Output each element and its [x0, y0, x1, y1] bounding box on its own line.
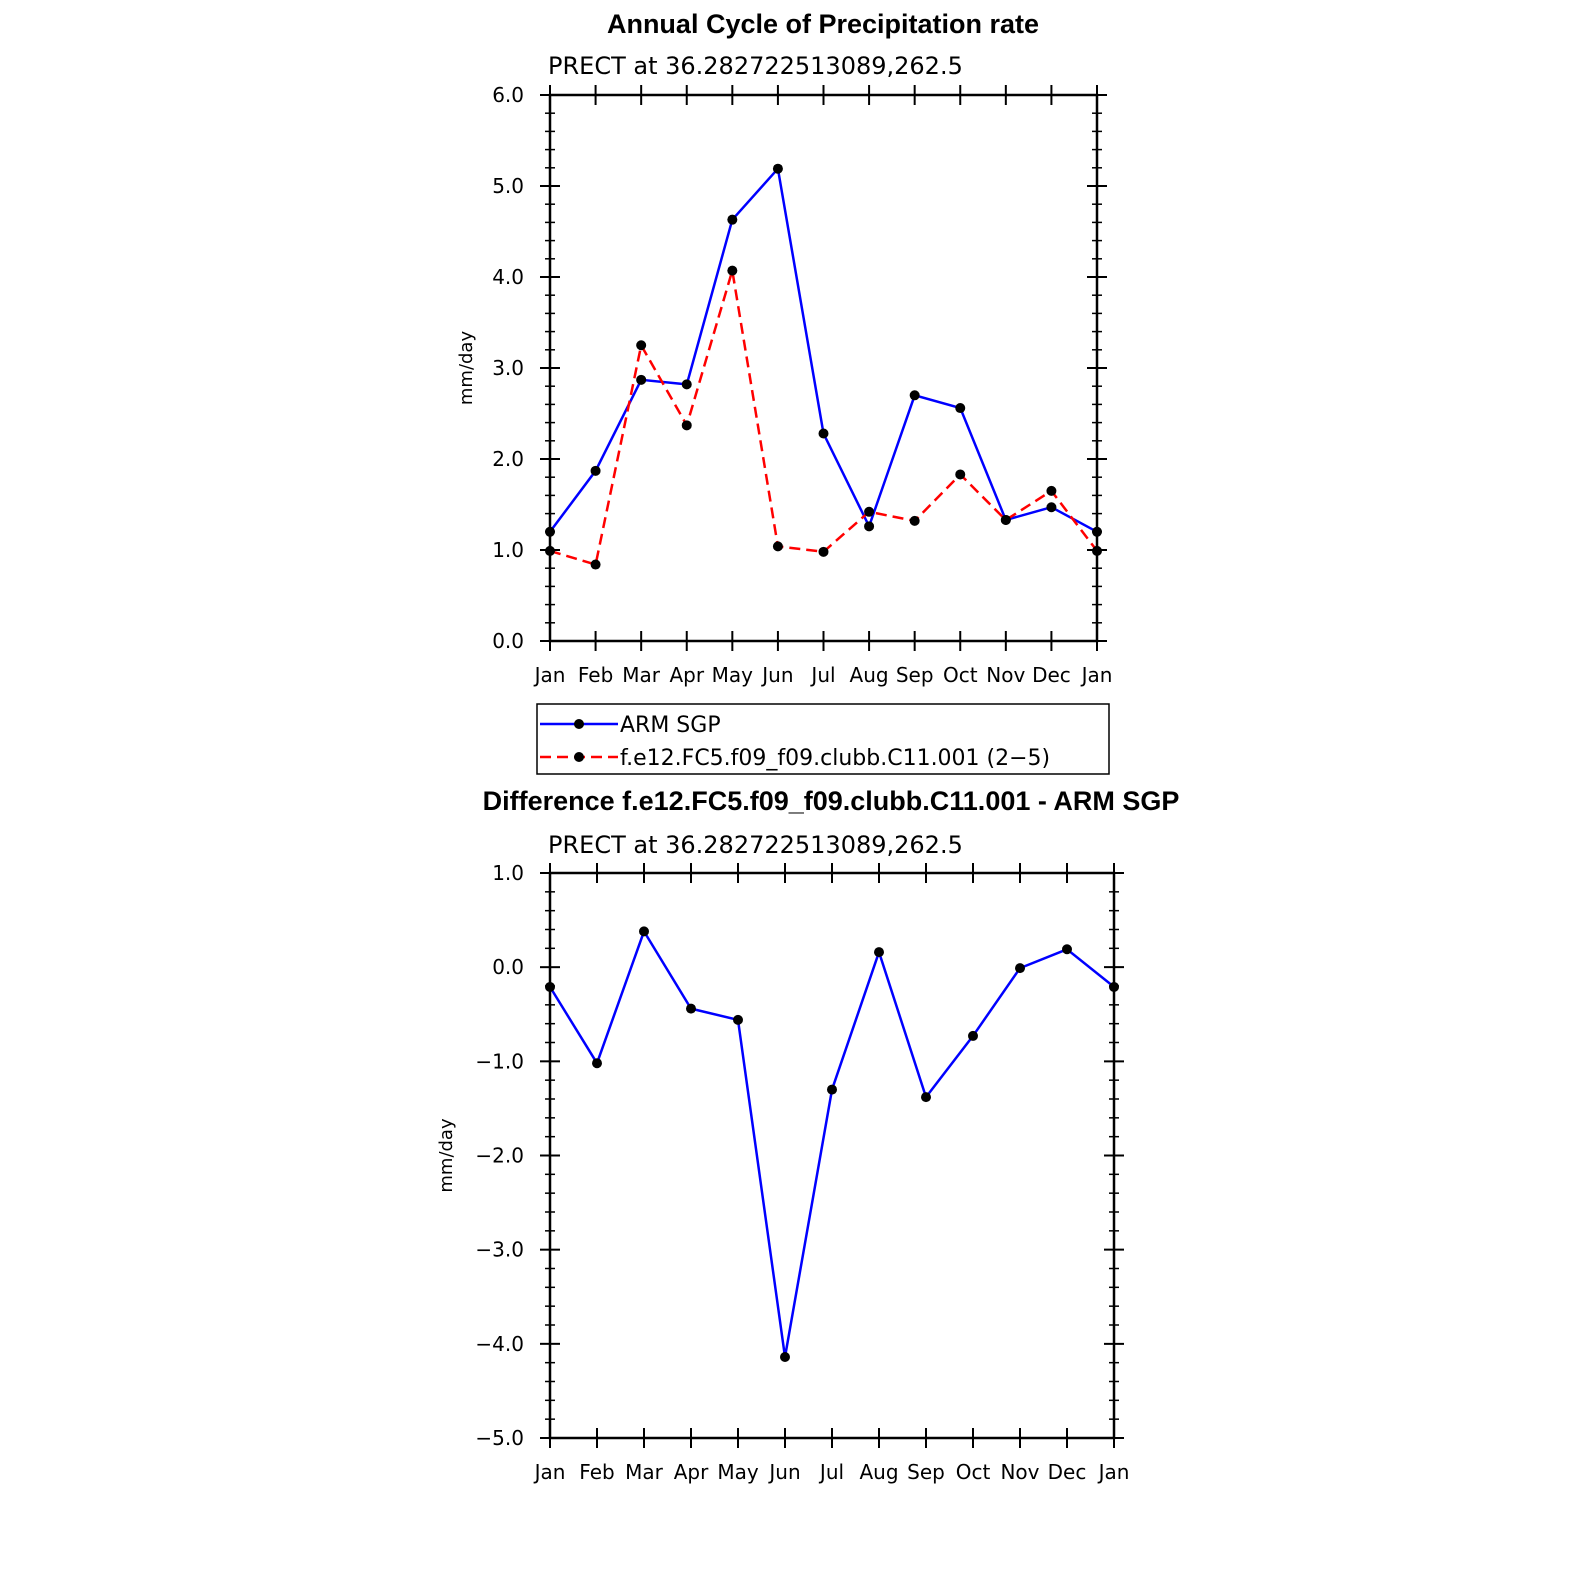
x-tick-label: Feb: [578, 663, 613, 687]
legend-label-arm-sgp: ARM SGP: [620, 713, 721, 738]
chart-subtitle: PRECT at 36.282722513089,262.5: [548, 52, 963, 80]
x-tick-label: Dec: [1032, 663, 1071, 687]
data-point: [827, 1084, 837, 1095]
x-tick-label: Jun: [767, 1460, 800, 1484]
data-point: [909, 390, 920, 401]
series-group: [545, 163, 1102, 570]
x-tick-label: Jan: [533, 663, 566, 687]
axis-ticks: 0.0 1.0 2.0 3.0 4.0 5.0 6.0 Jan Feb Mar Apr May Jun J…: [492, 83, 1112, 687]
y-tick-label: 6.0: [492, 83, 524, 107]
data-point: [639, 926, 649, 937]
y-tick-label: 5.0: [492, 174, 524, 198]
data-point: [968, 1030, 978, 1041]
data-point: [733, 1014, 743, 1025]
data-point: [818, 546, 829, 557]
legend-label-model: f.e12.FC5.f09_f09.clubb.C11.001 (2−5): [620, 746, 1050, 771]
data-point: [592, 1058, 602, 1069]
y-axis-label: mm/day: [456, 331, 477, 406]
chart-subtitle: PRECT at 36.282722513089,262.5: [548, 831, 963, 859]
y-tick-label: 2.0: [492, 447, 524, 471]
x-tick-label: Apr: [669, 663, 704, 687]
x-tick-label: Jan: [1080, 663, 1113, 687]
y-tick-label: −3.0: [475, 1238, 524, 1262]
y-tick-label: 1.0: [492, 861, 524, 885]
data-point: [1015, 963, 1025, 974]
y-tick-label: −4.0: [475, 1332, 524, 1356]
x-tick-label: Jan: [1097, 1460, 1130, 1484]
data-point: [1046, 485, 1057, 496]
x-tick-label: Aug: [850, 663, 889, 687]
data-point: [909, 515, 920, 526]
data-point: [780, 1352, 790, 1363]
y-tick-label: −2.0: [475, 1144, 524, 1168]
series-line: [549, 270, 1098, 567]
plot-frame: [548, 93, 1099, 643]
y-tick-label: 4.0: [492, 265, 524, 289]
legend: ARM SGP f.e12.FC5.f09_f09.clubb.C11.001 …: [536, 703, 1110, 775]
y-tick-label: 0.0: [492, 629, 524, 653]
x-tick-label: Nov: [1000, 1460, 1039, 1484]
data-point: [955, 403, 966, 414]
data-point: [864, 521, 875, 532]
data-point: [1062, 944, 1072, 955]
data-point: [864, 506, 875, 517]
data-point: [1000, 514, 1011, 525]
difference-chart: Difference f.e12.FC5.f09_f09.clubb.C11.0…: [436, 786, 1179, 1484]
data-point: [636, 340, 647, 351]
y-tick-label: 1.0: [492, 538, 524, 562]
y-axis-label: mm/day: [436, 1118, 457, 1193]
x-tick-label: May: [712, 663, 754, 687]
x-tick-label: Apr: [674, 1460, 709, 1484]
data-point: [681, 379, 692, 390]
y-tick-label: −1.0: [475, 1049, 524, 1073]
y-tick-label: 3.0: [492, 356, 524, 380]
x-tick-label: May: [717, 1460, 759, 1484]
data-point: [636, 374, 647, 385]
data-point: [727, 214, 738, 225]
x-tick-label: Mar: [622, 663, 661, 687]
data-point: [1046, 502, 1057, 513]
axis-ticks: −5.0 −4.0 −3.0 −2.0 −1.0 0.0 1.0 Jan Feb Mar Apr Ma…: [475, 861, 1129, 1484]
plot-frame: [548, 871, 1116, 1440]
x-tick-label: Sep: [907, 1460, 945, 1484]
series-group: [545, 926, 1119, 1363]
x-tick-label: Jul: [809, 663, 835, 687]
y-tick-label: −5.0: [475, 1426, 524, 1450]
data-point: [874, 947, 884, 958]
data-point: [590, 559, 601, 570]
data-point: [686, 1003, 696, 1014]
legend-marker-model: [574, 752, 584, 762]
x-tick-label: Feb: [579, 1460, 614, 1484]
chart-title: Difference f.e12.FC5.f09_f09.clubb.C11.0…: [483, 786, 1180, 816]
x-tick-label: Sep: [896, 663, 934, 687]
y-tick-label: 0.0: [492, 955, 524, 979]
series-line: [548, 928, 1115, 1358]
x-tick-label: Jan: [533, 1460, 566, 1484]
series-line: [548, 165, 1098, 533]
data-point: [921, 1092, 931, 1103]
x-tick-label: Dec: [1048, 1460, 1087, 1484]
data-point: [772, 163, 783, 174]
x-tick-label: Jun: [760, 663, 793, 687]
x-tick-label: Oct: [956, 1460, 991, 1484]
legend-marker-arm-sgp: [574, 719, 584, 729]
data-point: [681, 420, 692, 431]
x-tick-label: Aug: [859, 1460, 898, 1484]
x-tick-label: Oct: [943, 663, 978, 687]
data-point: [955, 469, 966, 480]
data-point: [727, 265, 738, 276]
x-tick-label: Mar: [625, 1460, 664, 1484]
chart-title: Annual Cycle of Precipitation rate: [607, 9, 1039, 39]
data-point: [590, 465, 601, 476]
data-point: [772, 541, 783, 552]
x-tick-label: Jul: [818, 1460, 844, 1484]
data-point: [818, 428, 829, 439]
x-tick-label: Nov: [986, 663, 1025, 687]
annual-cycle-chart: Annual Cycle of Precipitation rate PRECT…: [456, 9, 1112, 775]
legend-box: [536, 703, 1110, 775]
